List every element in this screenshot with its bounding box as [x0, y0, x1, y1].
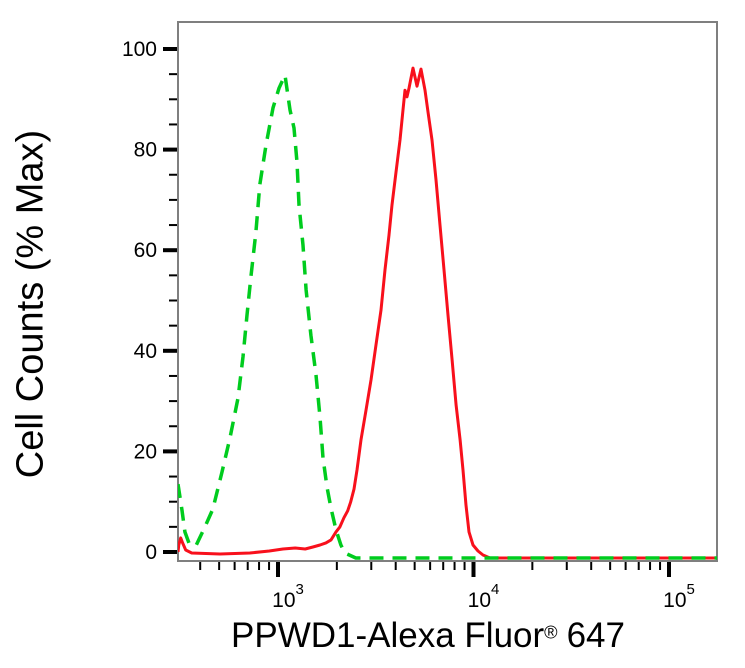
x-tick-label: 103 [272, 581, 304, 612]
y-axis-title: Cell Counts (% Max) [9, 129, 52, 479]
registered-trademark-symbol: ® [544, 622, 558, 643]
x-tick-label: 105 [663, 581, 695, 612]
x-axis-title-main: PPWD1-Alexa Fluor [231, 616, 545, 655]
y-tick-label: 40 [134, 340, 157, 363]
y-tick-label: 80 [134, 139, 157, 162]
x-axis-title-suffix: 647 [566, 616, 625, 655]
x-axis-title: PPWD1-Alexa Fluor® 647 [231, 616, 625, 656]
y-tick-label: 60 [134, 239, 157, 262]
x-tick-label: 104 [468, 581, 500, 612]
plot-frame [177, 21, 718, 562]
y-tick-label: 0 [145, 541, 157, 564]
y-tick-label: 20 [134, 440, 157, 463]
y-tick-label: 100 [122, 38, 157, 61]
series-ppwd1-red-solid [178, 66, 717, 560]
series-control-green-dashed [178, 73, 717, 560]
